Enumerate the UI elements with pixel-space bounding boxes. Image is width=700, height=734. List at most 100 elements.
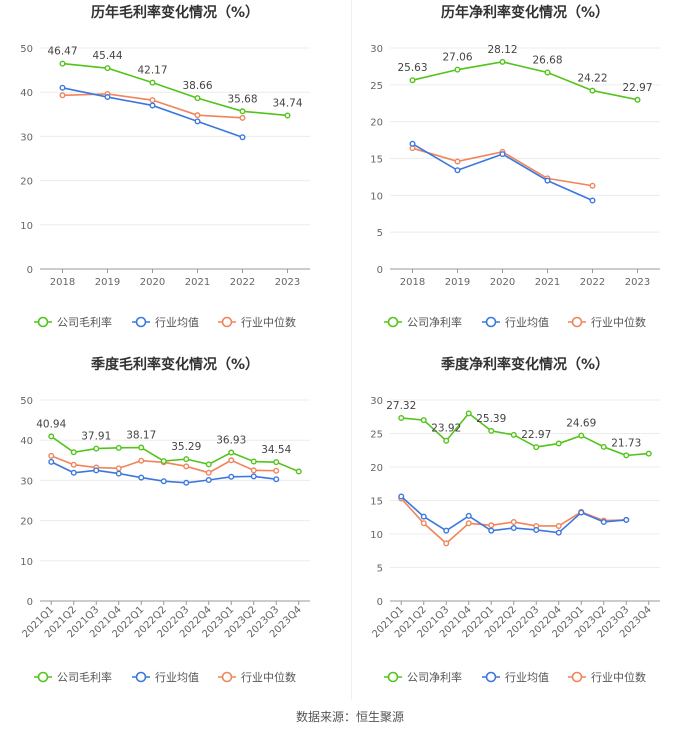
data-point	[555, 440, 562, 447]
data-point	[634, 96, 641, 103]
chart-title: 历年毛利率变化情况（%）	[91, 4, 259, 21]
data-point	[239, 108, 246, 115]
data-point	[510, 524, 517, 531]
data-point	[544, 177, 551, 184]
data-label: 25.63	[397, 62, 427, 74]
data-point	[454, 66, 461, 73]
data-label: 40.94	[36, 418, 66, 430]
annual-gross-margin-chart: 历年毛利率变化情况（%） 0 10 20 30 40 50 2018 2019 2020 2021 2…	[20, 4, 310, 329]
chart-title: 季度净利率变化情况（%）	[440, 356, 609, 373]
legend-item-0: 公司净利率	[384, 670, 462, 684]
chart-panel-annual-net-margin: 历年净利率变化情况（%） 0 5 10 15 20 25 30 2018 2019 2020 2021…	[350, 0, 700, 340]
data-point	[420, 417, 427, 424]
data-point	[194, 118, 201, 125]
y-tick-label: 40	[20, 88, 33, 99]
y-tick-label: 15	[370, 497, 383, 508]
data-point	[48, 433, 55, 440]
data-point	[138, 457, 145, 464]
y-tick-label: 15	[370, 155, 383, 166]
data-point	[465, 512, 472, 519]
x-tick-label: 2021	[185, 277, 210, 288]
data-point	[409, 77, 416, 84]
y-tick-label: 30	[20, 476, 33, 487]
data-point	[409, 140, 416, 147]
data-point	[70, 461, 77, 468]
data-point	[239, 114, 246, 121]
chart-panel-quarterly-gross-margin: 季度毛利率变化情况（%） 0 10 20 30 40 50 2021Q1 2021Q2 2021Q…	[0, 352, 350, 692]
data-point	[465, 410, 472, 417]
data-point	[228, 457, 235, 464]
data-point	[250, 458, 257, 465]
data-point	[115, 444, 122, 451]
panel-divider	[351, 0, 352, 700]
data-label: 27.06	[442, 52, 472, 64]
legend-marker	[221, 316, 233, 328]
legend-label: 公司毛利率	[57, 315, 112, 329]
series-line-0	[62, 62, 288, 117]
data-label: 34.74	[272, 97, 302, 109]
data-point	[183, 479, 190, 486]
y-tick-label: 5	[377, 228, 383, 239]
legend-marker	[37, 671, 49, 683]
data-point	[443, 527, 450, 534]
data-point	[589, 87, 596, 94]
x-tick-label: 2022	[580, 277, 605, 288]
legend-marker	[387, 671, 399, 683]
data-point	[205, 461, 212, 468]
x-tick-label: 2019	[95, 277, 120, 288]
y-tick-label: 10	[20, 557, 33, 568]
legend-item-0: 公司净利率	[384, 315, 462, 329]
data-point	[59, 92, 66, 99]
data-point	[488, 522, 495, 529]
data-point	[600, 443, 607, 450]
data-point	[454, 158, 461, 165]
y-tick-label: 0	[27, 265, 33, 276]
data-label: 28.12	[487, 44, 517, 56]
x-tick-label: 2018	[400, 277, 425, 288]
y-tick-label: 10	[370, 530, 383, 541]
data-point	[273, 467, 280, 474]
data-point	[48, 458, 55, 465]
data-point	[104, 94, 111, 101]
series-line-0	[412, 61, 638, 101]
legend-item-2: 行业中位数	[568, 670, 646, 684]
data-label: 21.73	[611, 437, 641, 449]
legend-marker	[571, 671, 583, 683]
data-point	[104, 65, 111, 72]
legend-item-1: 行业均值	[482, 671, 549, 684]
data-label: 37.91	[81, 431, 111, 443]
y-tick-label: 30	[20, 132, 33, 143]
data-label: 25.39	[476, 413, 506, 425]
x-tick-label: 2023	[625, 277, 650, 288]
data-point	[600, 518, 607, 525]
data-point	[149, 102, 156, 109]
data-point	[488, 427, 495, 434]
data-point	[398, 414, 405, 421]
data-source-note: 数据来源：恒生聚源	[295, 710, 404, 724]
data-point	[205, 476, 212, 483]
legend-label: 行业中位数	[591, 670, 646, 684]
legend-marker	[37, 316, 49, 328]
x-tick-label: 2023	[275, 277, 300, 288]
data-point	[488, 527, 495, 534]
data-label: 45.44	[92, 50, 122, 62]
legend-label: 行业中位数	[591, 315, 646, 329]
data-label: 36.93	[216, 435, 246, 447]
annual-net-margin-chart: 历年净利率变化情况（%） 0 5 10 15 20 25 30 2018 2019 2020 2021…	[370, 4, 660, 329]
y-tick-label: 20	[20, 177, 33, 188]
series-line-0	[50, 435, 300, 473]
data-point	[183, 463, 190, 470]
data-point	[398, 493, 405, 500]
legend-item-2: 行业中位数	[218, 670, 296, 684]
chart-title: 历年净利率变化情况（%）	[441, 4, 609, 21]
data-point	[250, 473, 257, 480]
data-point	[59, 84, 66, 91]
data-point	[533, 444, 540, 451]
data-label: 38.17	[126, 430, 156, 442]
data-point	[465, 520, 472, 527]
legend-label: 行业均值	[155, 671, 199, 684]
legend-marker	[135, 316, 147, 328]
legend-label: 行业均值	[505, 671, 549, 684]
data-point	[205, 469, 212, 476]
data-label: 22.97	[622, 82, 652, 94]
